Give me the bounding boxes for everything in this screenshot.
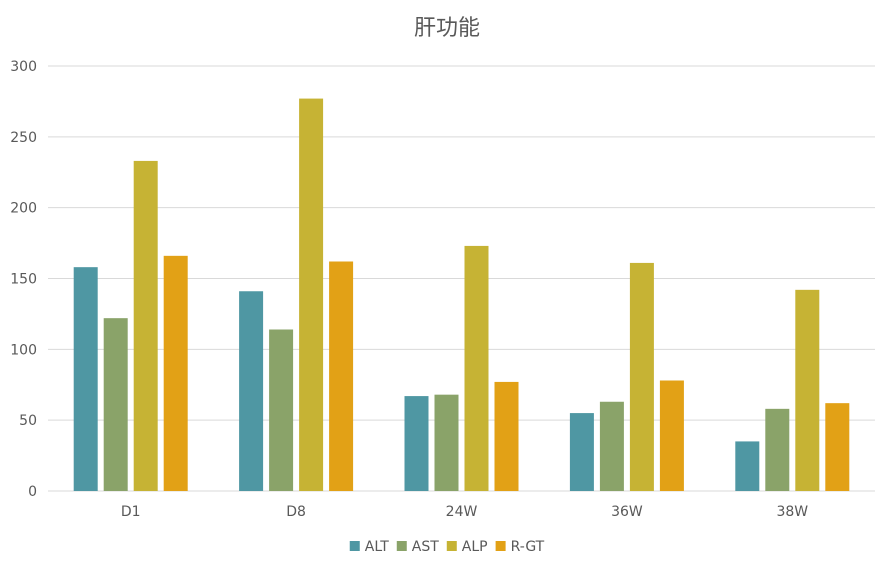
bars — [73, 98, 850, 491]
bar-alp-36w — [629, 262, 654, 491]
legend: ALT AST ALP R-GT — [349, 539, 545, 555]
chart-title: 肝功能 — [414, 16, 480, 41]
y-tick-label: 300 — [10, 59, 37, 75]
bar-r-gt-d8 — [329, 261, 354, 491]
x-tick-label: 38W — [776, 504, 808, 520]
x-tick-label: 24W — [446, 504, 478, 520]
bar-ast-38w — [765, 408, 790, 491]
bar-alt-36w — [569, 413, 594, 491]
legend-label-alp: ALP — [462, 539, 488, 555]
bar-r-gt-36w — [659, 380, 684, 491]
bar-alp-d8 — [299, 98, 324, 491]
legend-label-ast: AST — [412, 539, 439, 555]
bar-ast-d1 — [103, 318, 128, 491]
bar-r-gt-d1 — [163, 255, 188, 491]
bar-r-gt-24w — [494, 381, 519, 491]
bar-alp-38w — [795, 289, 820, 491]
legend-swatch-alp — [446, 541, 457, 551]
legend-swatch-r-gt — [495, 541, 506, 551]
legend-swatch-ast — [396, 541, 407, 551]
x-axis-ticks: D1 D8 24W 36W 38W — [121, 504, 808, 520]
legend-label-alt: ALT — [365, 539, 389, 555]
bar-alt-d1 — [73, 267, 98, 491]
x-tick-label: 36W — [611, 504, 643, 520]
bar-r-gt-38w — [825, 403, 850, 491]
bar-alt-24w — [404, 396, 429, 491]
bar-alp-24w — [464, 245, 489, 491]
y-tick-label: 0 — [28, 484, 37, 500]
bar-alp-d1 — [133, 160, 158, 491]
y-tick-label: 250 — [10, 130, 37, 146]
y-axis-ticks: 0 50 100 150 200 250 300 — [10, 59, 37, 500]
y-tick-label: 100 — [10, 342, 37, 358]
y-tick-label: 50 — [19, 413, 37, 429]
legend-label-r-gt: R-GT — [511, 539, 545, 555]
bar-ast-d8 — [269, 329, 294, 491]
x-tick-label: D8 — [286, 504, 306, 520]
bar-ast-24w — [434, 394, 459, 491]
bar-alt-d8 — [239, 291, 264, 491]
bar-alt-38w — [735, 441, 760, 491]
y-tick-label: 150 — [10, 272, 37, 288]
y-tick-label: 200 — [10, 201, 37, 217]
x-tick-label: D1 — [121, 504, 141, 520]
legend-swatch-alt — [349, 541, 360, 551]
bar-ast-36w — [599, 401, 624, 491]
